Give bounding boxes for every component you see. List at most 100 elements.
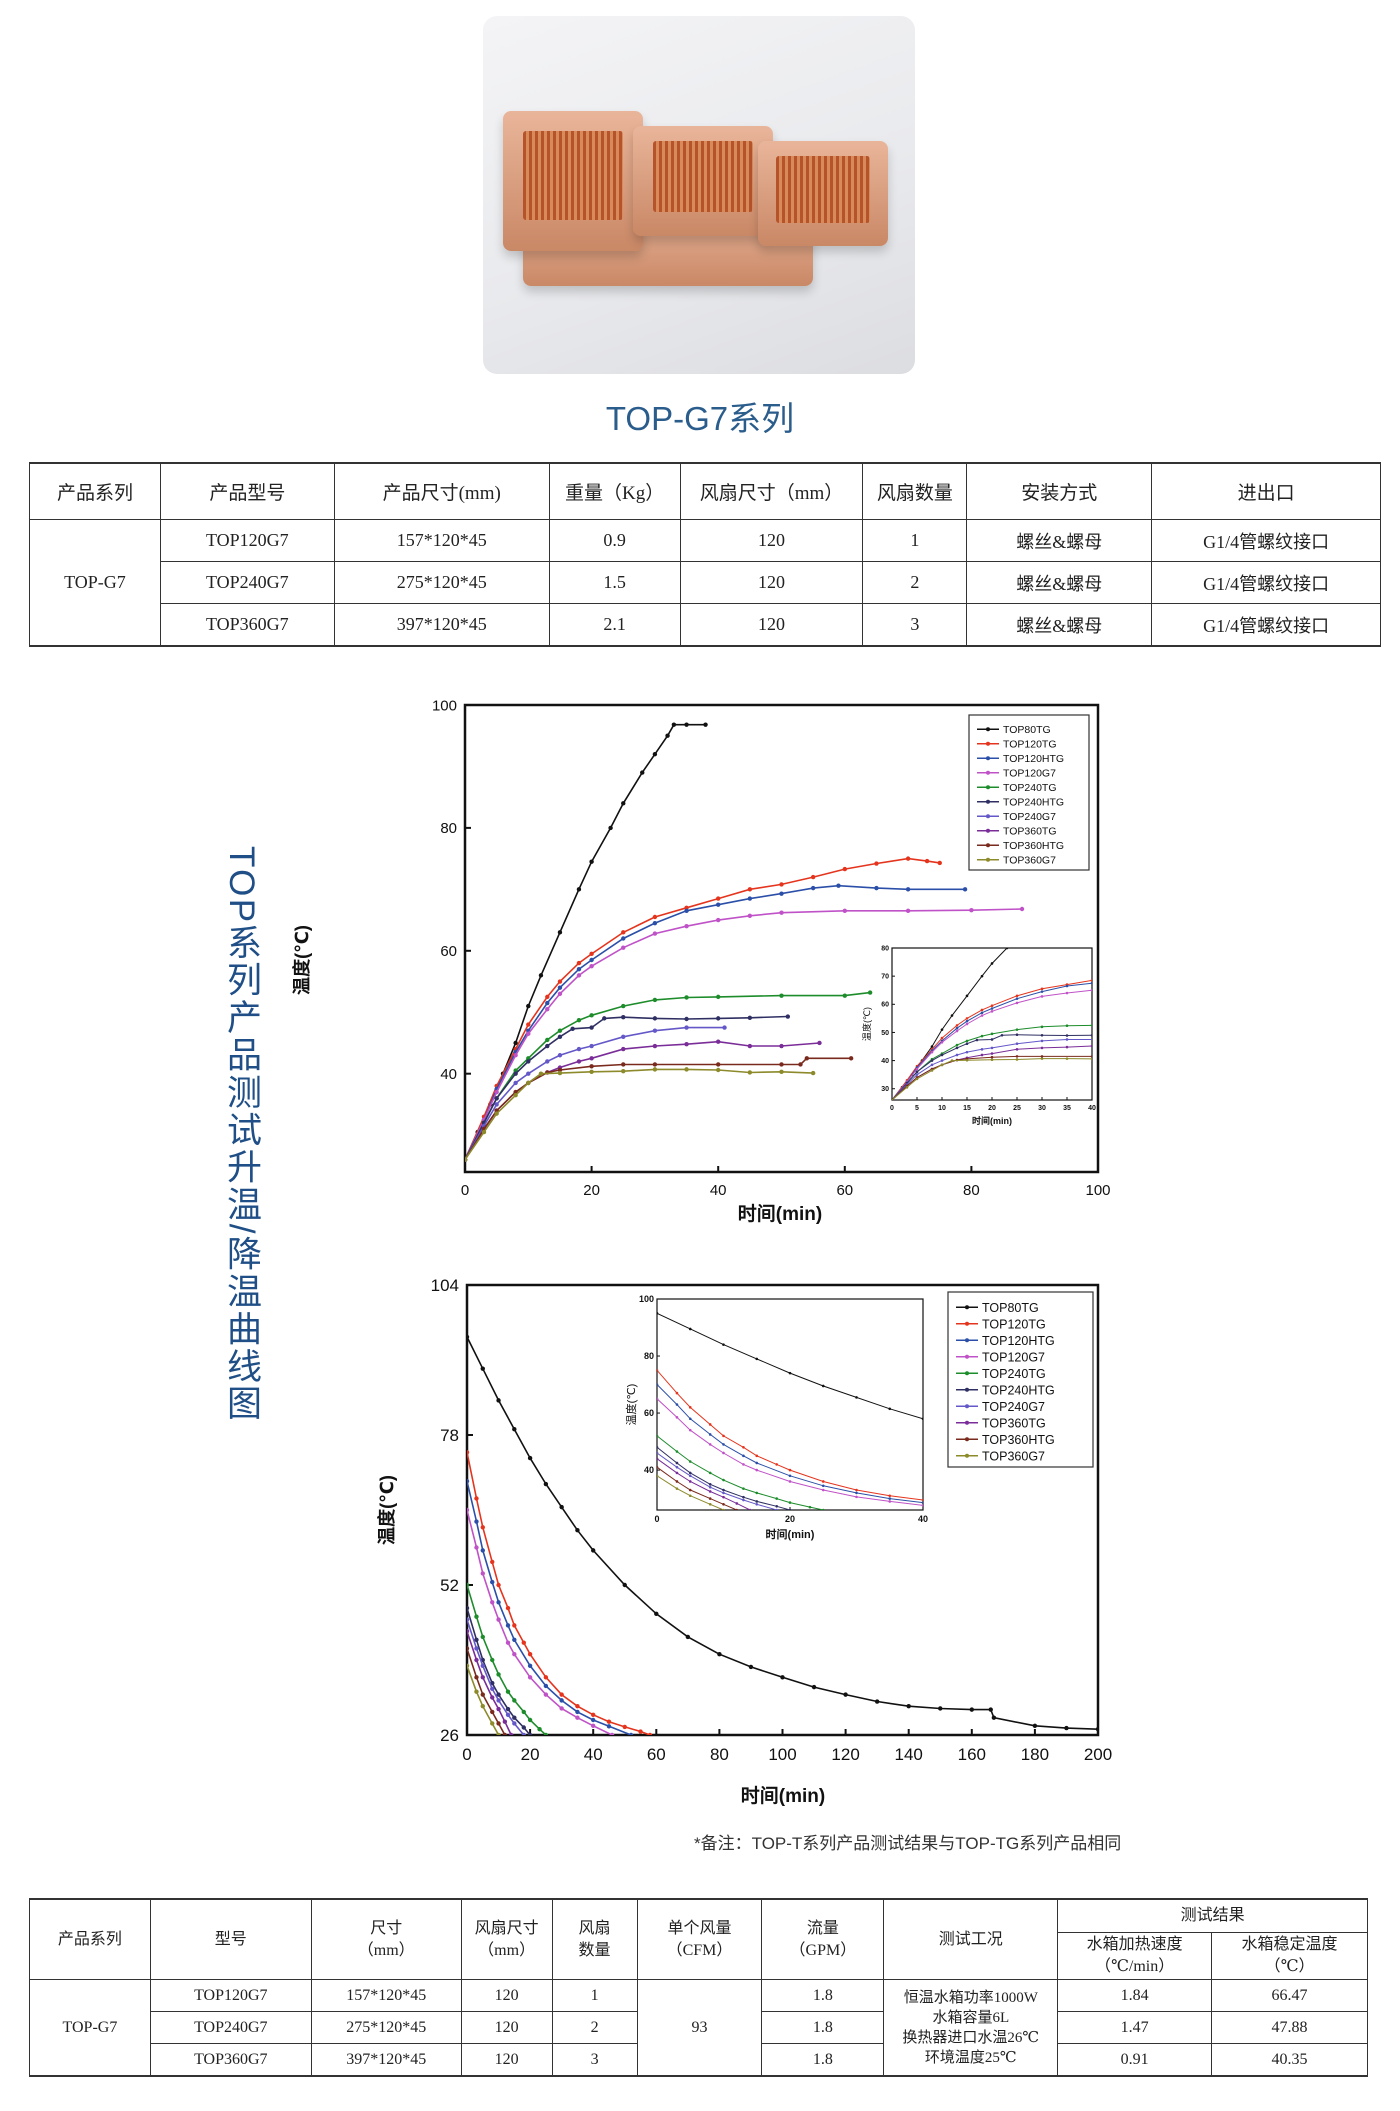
x-tick-label: 35 (1063, 1105, 1071, 1112)
table-cell: TOP360G7 (149, 2043, 312, 2077)
header-cell: 单个风量 （CFM） (636, 1898, 763, 1980)
data-point-TOP120G7 (688, 1428, 692, 1432)
data-point-TOP80TG (575, 1527, 580, 1533)
data-point-TOP240HTG (1116, 1034, 1119, 1037)
data-point-TOP120TG (775, 1463, 778, 1466)
data-point-TOP360HTG (804, 1056, 810, 1061)
inset-x-axis-label: 时间(min) (972, 1115, 1012, 1126)
data-point-TOP240HTG (1040, 1033, 1044, 1037)
data-point-TOP80TG (1005, 948, 1009, 950)
data-point-TOP120TG (638, 1729, 643, 1734)
data-point-TOP120G7 (591, 1723, 596, 1728)
data-point-TOP120TG (821, 1480, 825, 1483)
data-point-TOP360HTG (557, 1067, 563, 1073)
data-point-TOP80TG (969, 1707, 974, 1712)
test-result-table: 产品系列 型号 尺寸 （mm） 风扇尺寸 （mm） 风扇 数量 单个风量 （CFM） 流… (29, 1898, 1368, 2077)
data-point-TOP120G7 (940, 1040, 944, 1044)
data-point-TOP360G7 (940, 1063, 944, 1067)
legend-marker (965, 1321, 969, 1326)
data-point-TOP360G7 (1040, 1057, 1044, 1060)
data-point-TOP120TG (621, 930, 626, 935)
data-point-TOP240HTG (657, 1445, 659, 1449)
data-point-TOP80TG (665, 733, 670, 738)
data-point-TOP240G7 (915, 1073, 919, 1076)
legend-label: TOP360HTG (1003, 840, 1064, 852)
data-point-TOP120HTG (606, 1724, 612, 1729)
data-point-TOP240HTG (589, 1025, 594, 1030)
data-point-TOP360HTG (675, 1480, 679, 1483)
data-point-TOP240HTG (474, 1637, 479, 1643)
data-point-TOP360TG (652, 1043, 658, 1049)
data-point-TOP120HTG (628, 1732, 634, 1735)
data-point-TOP240G7 (980, 1048, 984, 1051)
legend-label: TOP240TG (982, 1367, 1046, 1381)
data-point-TOP240TG (1065, 1024, 1069, 1027)
legend-marker (965, 1420, 969, 1425)
header-cell: 产品尺寸(mm) (333, 462, 550, 520)
table-cell: 275*120*45 (310, 2011, 462, 2044)
data-point-TOP360G7 (526, 1080, 531, 1086)
table-row: TOP-G7 TOP120G7 157*120*45 0.9 120 1 螺丝&… (29, 519, 1381, 647)
data-point-TOP240HTG (684, 1016, 689, 1022)
data-point-TOP120HTG (545, 1000, 550, 1006)
table-cell: TOP240G7 (149, 2011, 312, 2044)
y-tick-label: 100 (639, 1294, 654, 1304)
data-point-TOP240HTG (494, 1096, 499, 1101)
data-point-TOP240HTG (708, 1483, 712, 1486)
legend-marker (965, 1437, 969, 1442)
data-point-TOP80TG (622, 1582, 627, 1588)
data-point-TOP120TG (490, 1559, 495, 1565)
table-cell: G1/4管螺纹接口 (1151, 603, 1381, 647)
data-point-TOP120TG (527, 1652, 533, 1657)
condition-line: 环境温度25℃ (924, 2049, 1017, 2066)
header-cell: 测试结果 (1057, 1898, 1368, 1933)
table-cell: 2 (551, 2011, 638, 2044)
data-point-TOP120G7 (480, 1571, 485, 1576)
data-point-TOP240G7 (708, 1485, 712, 1489)
data-point-TOP120G7 (779, 910, 784, 915)
data-point-TOP240G7 (621, 1034, 626, 1040)
legend-marker (986, 727, 990, 732)
series-line-TOP360HTG (657, 1466, 737, 1510)
y-tick-label: 70 (881, 974, 889, 981)
series-group (467, 1334, 1098, 1735)
legend: TOP80TG TOP120TG TOP120HTG TOP120G7 TOP240TG… (968, 714, 1090, 871)
x-tick-label: 25 (1013, 1105, 1021, 1112)
legend-marker (986, 770, 990, 775)
legend-label: TOP120HTG (982, 1334, 1055, 1348)
y-tick-label: 30 (881, 1086, 889, 1093)
data-point-TOP240G7 (505, 1712, 511, 1718)
data-point-TOP80TG (591, 1548, 596, 1553)
data-point-TOP360G7 (688, 1494, 692, 1498)
data-point-TOP80TG (480, 1366, 485, 1371)
condition-cell: 恒温水箱功率1000W 水箱容量6L 换热器进口水温26℃ 环境温度25℃ (883, 1979, 1059, 2077)
data-point-TOP240G7 (955, 1053, 959, 1057)
data-point-TOP80TG (906, 1703, 911, 1709)
radiator-240-image (633, 126, 773, 236)
data-point-TOP360G7 (557, 1070, 563, 1076)
data-point-TOP240HTG (1000, 1033, 1004, 1037)
data-point-TOP120TG (526, 1022, 531, 1027)
data-point-TOP360HTG (779, 1062, 784, 1067)
header-cell: 进出口 (1151, 462, 1381, 520)
product-series-title: TOP-G7系列 (605, 400, 795, 437)
data-point-TOP360TG (684, 1041, 689, 1047)
data-point-TOP120G7 (559, 1706, 564, 1711)
data-point-TOP120HTG (779, 891, 784, 896)
data-point-TOP80TG (940, 1028, 944, 1031)
data-point-TOP240TG (742, 1487, 745, 1490)
data-point-TOP120G7 (474, 1545, 479, 1550)
legend: TOP80TG TOP120TG TOP120HTG TOP120G7 TOP240TG… (947, 1291, 1094, 1468)
legend-marker (986, 828, 990, 833)
data-point-TOP120HTG (657, 1383, 659, 1386)
data-point-TOP240HTG (521, 1725, 526, 1730)
table-cell: 0.9 (548, 519, 681, 562)
x-tick-label: 30 (1038, 1105, 1046, 1112)
data-point-TOP120TG (855, 1488, 858, 1492)
data-point-TOP120TG (937, 860, 942, 866)
data-point-TOP80TG (938, 1706, 943, 1711)
data-point-TOP240HTG (1090, 1033, 1092, 1037)
data-point-TOP240G7 (675, 1465, 679, 1469)
inset-plot: 0 5 10 15 20 25 30 35 40 30 40 50 60 70 80 (881, 945, 1119, 1112)
data-point-TOP120HTG (788, 1474, 792, 1478)
